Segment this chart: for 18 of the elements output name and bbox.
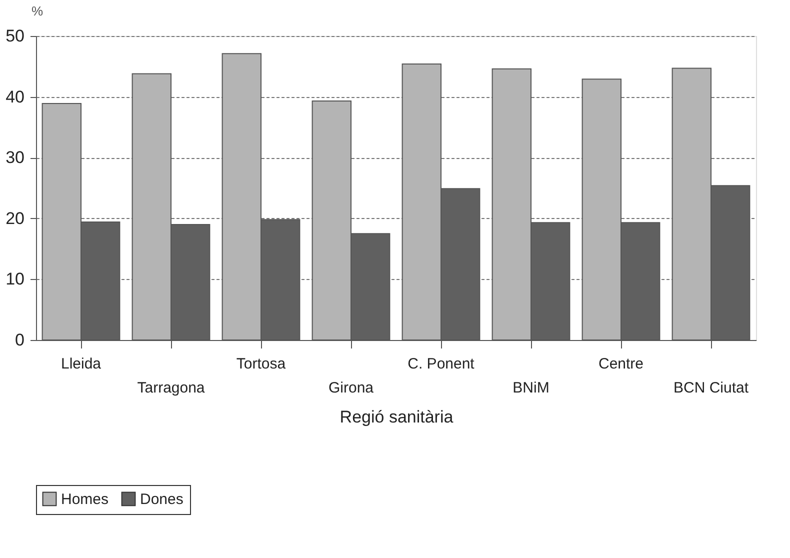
y-tick-label: 20 [6,208,24,228]
x-tick-label: Centre [598,356,644,372]
y-axis-title: % [32,4,44,18]
x-tick-label: Lleida [60,356,102,372]
x-tick-label: BNiM [512,380,550,396]
y-tick-label: 0 [15,330,24,350]
y-tick-label: 50 [6,26,24,46]
x-tick-label: Girona [328,380,374,396]
legend-label: Homes [61,490,109,508]
y-tick-label: 40 [6,87,24,106]
legend-label: Dones [140,490,184,508]
x-tick-label: C. Ponent [408,356,476,372]
x-tick-label: BCN Ciutat [673,380,750,396]
y-tick-label: 10 [6,270,24,289]
y-tick-label: 30 [6,148,24,168]
x-axis-title: Regió sanitària [340,408,454,426]
x-tick-label: Tarragona [137,380,206,396]
x-tick-label: Tortosa [236,356,286,372]
